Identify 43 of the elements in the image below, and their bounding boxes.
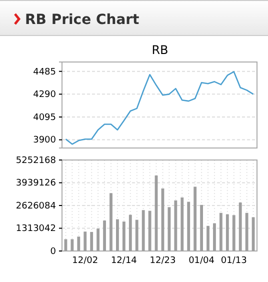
bar [213,223,216,251]
bar [238,202,242,251]
bar [142,210,145,251]
line-series [65,71,254,145]
x-tick-label: 01/13 [220,256,247,266]
y-tick-label: 2626084 [16,201,56,212]
x-tick-label: 01/04 [188,256,215,266]
bar [135,220,138,251]
bar [128,214,132,251]
y-tick-label: 5252168 [16,156,56,166]
y-tick-label: 0 [50,246,56,257]
bar [194,186,197,251]
bar [168,207,171,251]
y-tick-label: 4290 [33,90,56,100]
x-tick-label: 12/23 [150,256,176,266]
y-tick-label: 3939126 [16,178,56,189]
bar [122,222,126,251]
bar [84,232,87,251]
y-tick-label: 3900 [33,136,56,146]
bar [219,212,222,251]
bar [70,239,74,251]
bar [116,219,119,251]
bar [187,202,190,251]
y-tick-label: 4095 [33,112,56,123]
bar [180,197,184,251]
bar [77,236,80,251]
bar [200,204,203,251]
bar [226,214,229,251]
bar [245,212,248,251]
bar [232,215,236,251]
chart-title: RB Price Chart [25,12,140,28]
bar [206,226,210,251]
x-tick-label: 12/14 [110,256,138,266]
x-tick-label: 12/02 [72,256,98,266]
bar [90,232,94,251]
y-tick-label: 1313042 [16,224,56,234]
y-tick-label: 4485 [33,67,56,78]
bar [103,220,106,251]
bar [148,210,152,251]
bar [110,193,112,251]
chart-subtitle: RB [152,43,168,57]
bar [96,228,100,251]
bar [174,200,178,251]
